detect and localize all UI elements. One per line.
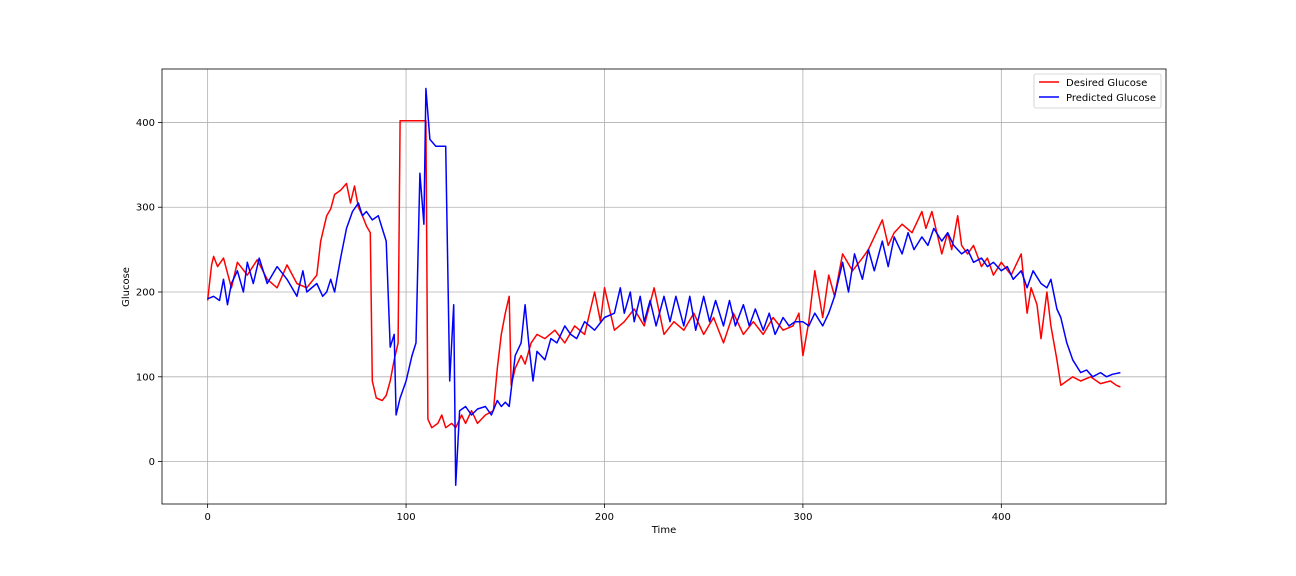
x-tick-label: 0 xyxy=(204,512,210,523)
predicted-glucose-line xyxy=(207,87,1121,487)
desired-glucose-line xyxy=(206,119,1121,429)
legend-label-predicted: Predicted Glucose xyxy=(1066,93,1156,104)
y-axis-label: Glucose xyxy=(121,267,132,307)
x-tick-label: 300 xyxy=(793,512,812,523)
legend-box xyxy=(1033,73,1162,109)
series-group xyxy=(206,87,1121,487)
y-tick-label: 200 xyxy=(136,288,155,299)
axis-ticks: 0 100 200 300 400 0 100 200 300 400 xyxy=(136,118,1011,523)
x-tick-label: 100 xyxy=(397,512,416,523)
x-tick-label: 400 xyxy=(992,512,1011,523)
plot-frame xyxy=(161,68,1167,505)
x-axis-label: Time xyxy=(651,525,676,536)
y-tick-label: 0 xyxy=(149,457,155,468)
legend-label-desired: Desired Glucose xyxy=(1066,78,1147,89)
legend: Desired Glucose Predicted Glucose xyxy=(1033,73,1162,109)
grid-lines xyxy=(162,69,1166,504)
x-tick-label: 200 xyxy=(595,512,614,523)
plot-area xyxy=(162,69,1166,504)
y-tick-label: 400 xyxy=(136,118,155,129)
y-tick-label: 300 xyxy=(136,203,155,214)
y-tick-label: 100 xyxy=(136,372,155,383)
